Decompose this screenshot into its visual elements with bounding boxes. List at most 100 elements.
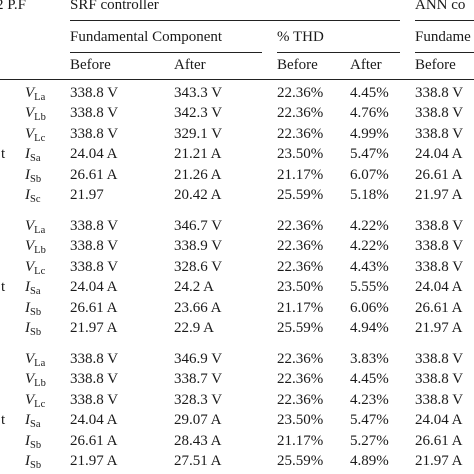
thd-before-cell: 22.36% (277, 85, 324, 101)
quantity-subscript: Lb (34, 378, 46, 390)
thd-before-cell: 25.59% (277, 453, 324, 469)
thd-before-cell: 22.36% (277, 371, 324, 388)
fund-before-cell: 338.8 V (70, 105, 119, 122)
quantity-symbol: VLa (25, 219, 45, 237)
fundamental-component-heading: Fundamental Component (70, 29, 223, 45)
thd-heading: % THD (277, 29, 324, 45)
thd-after-cell: 5.27% (350, 432, 389, 449)
thd-before-cell: 23.50% (277, 279, 324, 296)
ann-before-cell: 338.8 V (415, 105, 464, 122)
fund-before-cell: 21.97 A (70, 320, 118, 336)
quantity-letter: I (25, 453, 30, 469)
quantity-symbol: ISc (25, 188, 41, 206)
quantity-symbol: VLb (25, 106, 46, 124)
col-header-fund-after: After (174, 57, 206, 73)
quantity-subscript: Sa (30, 419, 41, 431)
fund-before-cell: 26.61 A (70, 299, 118, 316)
fundamental-subheading-rule (70, 52, 262, 53)
thd-after-cell: 4.22% (350, 238, 389, 255)
ann-before-cell: 21.97 A (415, 187, 463, 203)
quantity-symbol: ISa (25, 413, 41, 431)
fund-before-cell: 338.8 V (70, 371, 119, 388)
ann-before-cell: 338.8 V (415, 371, 464, 388)
fund-before-cell: 338.8 V (70, 238, 119, 255)
quantity-letter: V (25, 351, 35, 367)
thd-subheading-rule (277, 52, 400, 53)
thd-after-cell: 6.07% (350, 166, 389, 183)
thd-after-cell: 4.99% (350, 125, 389, 142)
quantity-letter: I (25, 320, 30, 336)
quantity-letter: I (25, 432, 30, 449)
col-header-ann-before: Before (415, 57, 456, 73)
fund-before-cell: 26.61 A (70, 432, 118, 449)
quantity-subscript: La (34, 225, 46, 236)
row-stub-text: t (1, 279, 6, 296)
thd-after-cell: 5.47% (350, 146, 389, 163)
fund-before-cell: 338.8 V (70, 125, 119, 142)
quantity-letter: I (25, 146, 30, 163)
thd-after-cell: 4.76% (350, 105, 389, 122)
ann-fundamental-heading: Fundame (415, 29, 471, 45)
col-header-thd-after: After (350, 57, 382, 73)
fund-after-cell: 28.43 A (174, 432, 222, 449)
thd-after-cell: 4.45% (350, 371, 389, 388)
fund-before-cell: 338.8 V (70, 391, 119, 408)
thd-before-cell: 22.36% (277, 238, 324, 255)
quantity-symbol: ISb (25, 167, 42, 186)
fund-after-cell: 338.7 V (174, 371, 223, 388)
fund-before-cell: 24.04 A (70, 146, 118, 163)
quantity-symbol: ISb (25, 454, 41, 472)
quantity-subscript: La (34, 358, 46, 369)
ann-before-cell: 338.8 V (415, 391, 464, 408)
ann-before-cell: 24.04 A (415, 279, 463, 296)
fund-before-cell: 338.8 V (70, 218, 119, 234)
thd-before-cell: 22.36% (277, 351, 324, 367)
thd-after-cell: 3.83% (350, 351, 389, 367)
quantity-subscript: Sb (30, 173, 42, 185)
thd-after-cell: 4.45% (350, 85, 389, 101)
thd-after-cell: 5.47% (350, 412, 389, 429)
quantity-subscript: Sb (30, 327, 42, 338)
ann-before-cell: 338.8 V (415, 351, 464, 367)
thd-before-cell: 25.59% (277, 187, 324, 203)
quantity-symbol: VLc (25, 259, 45, 278)
header-bottom-rule (0, 79, 474, 80)
ann-before-cell: 26.61 A (415, 299, 463, 316)
ann-subheading-rule (415, 52, 474, 53)
quantity-subscript: Sb (30, 306, 42, 318)
thd-before-cell: 22.36% (277, 218, 324, 234)
thd-after-cell: 6.06% (350, 299, 389, 316)
thd-before-cell: 22.36% (277, 258, 324, 275)
ann-before-cell: 24.04 A (415, 146, 463, 163)
ann-before-cell: 26.61 A (415, 432, 463, 449)
col-header-thd-before: Before (277, 57, 318, 73)
quantity-subscript: Lb (34, 245, 46, 257)
fund-before-cell: 24.04 A (70, 412, 118, 429)
row-stub-text: t (1, 146, 6, 163)
fund-after-cell: 21.21 A (174, 146, 222, 163)
srf-controller-heading: SRF controller (70, 0, 159, 13)
thd-before-cell: 23.50% (277, 146, 324, 163)
fund-before-cell: 26.61 A (70, 166, 118, 183)
ann-before-cell: 21.97 A (415, 453, 463, 469)
quantity-subscript: Lb (34, 112, 46, 124)
thd-before-cell: 21.17% (277, 166, 324, 183)
fund-after-cell: 342.3 V (174, 105, 223, 122)
quantity-subscript: Sa (30, 286, 41, 298)
quantity-letter: V (25, 371, 35, 388)
thd-after-cell: 4.94% (350, 320, 389, 336)
quantity-letter: V (25, 105, 35, 122)
quantity-letter: I (25, 187, 30, 203)
fund-after-cell: 22.9 A (174, 320, 215, 336)
quantity-symbol: VLb (25, 239, 46, 257)
thd-after-cell: 4.22% (350, 218, 389, 234)
ann-before-cell: 338.8 V (415, 258, 464, 275)
thd-before-cell: 22.36% (277, 105, 324, 122)
quantity-subscript: Lc (34, 132, 46, 144)
quantity-symbol: ISb (25, 300, 42, 319)
srf-heading-rule (70, 20, 400, 21)
fund-after-cell: 24.2 A (174, 279, 215, 296)
ann-before-cell: 338.8 V (415, 125, 464, 142)
row-stub-text: t (1, 412, 6, 429)
fund-after-cell: 29.07 A (174, 412, 222, 429)
